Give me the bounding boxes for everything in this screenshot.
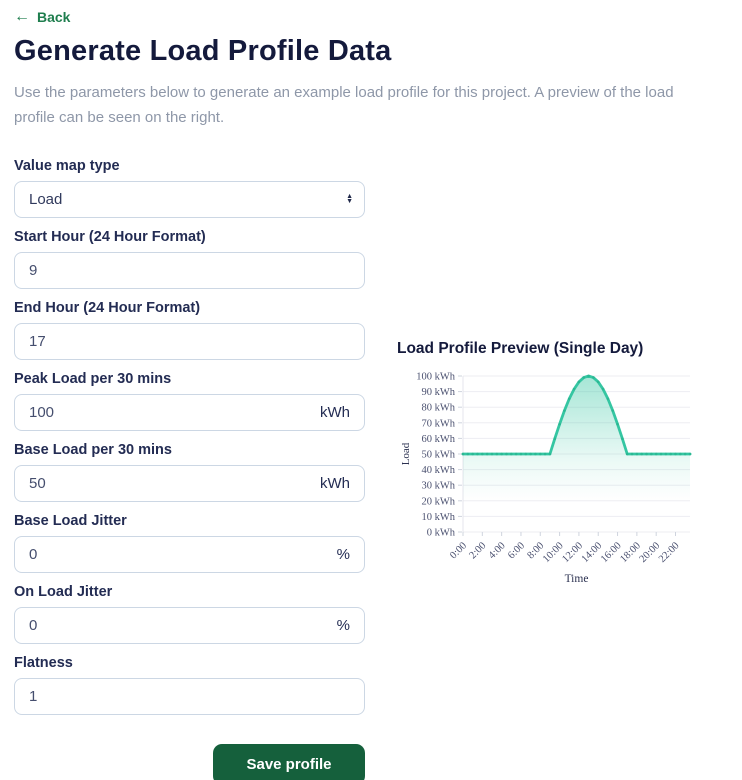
base-load-jitter-label: Base Load Jitter — [14, 512, 127, 529]
field-group-start-hour: Start Hour (24 Hour Format) — [14, 229, 365, 289]
start-hour-field — [14, 251, 365, 289]
start-hour-label: Start Hour (24 Hour Format) — [14, 228, 206, 245]
on-load-jitter-unit: % — [336, 616, 350, 634]
svg-text:80 kWh: 80 kWh — [421, 402, 455, 413]
svg-text:30 kWh: 30 kWh — [421, 480, 455, 491]
load-profile-chart: 0 kWh 10 kWh 20 kWh 30 kWh 40 kWh 50 kWh 60 kW… — [397, 363, 742, 593]
chart-title: Load Profile Preview (Single Day) — [397, 339, 644, 357]
svg-text:100 kWh: 100 kWh — [416, 371, 456, 382]
field-group-flatness: Flatness — [14, 655, 365, 715]
svg-text:2:00: 2:00 — [467, 540, 488, 561]
page-title: Generate Load Profile Data — [14, 35, 392, 67]
svg-text:20:00: 20:00 — [638, 540, 663, 565]
svg-text:Time: Time — [565, 573, 589, 585]
svg-text:20 kWh: 20 kWh — [421, 496, 455, 507]
save-profile-button[interactable]: Save profile — [213, 743, 365, 780]
base-load-jitter-unit: % — [336, 545, 350, 563]
svg-text:0 kWh: 0 kWh — [427, 527, 456, 538]
field-group-base-load-jitter: Base Load Jitter % — [14, 513, 365, 573]
base-load-field: kWh — [14, 464, 365, 502]
on-load-jitter-input[interactable] — [29, 616, 329, 634]
field-group-end-hour: End Hour (24 Hour Format) — [14, 300, 365, 360]
load-profile-chart-svg: 0 kWh 10 kWh 20 kWh 30 kWh 40 kWh 50 kWh 60 kW… — [400, 371, 692, 585]
svg-text:22:00: 22:00 — [657, 540, 682, 565]
back-arrow-icon: ← — [14, 8, 30, 25]
flatness-field — [14, 677, 365, 715]
base-load-unit: kWh — [320, 474, 350, 492]
svg-text:16:00: 16:00 — [599, 540, 624, 565]
field-group-on-load-jitter: On Load Jitter % — [14, 584, 365, 644]
svg-text:0:00: 0:00 — [448, 540, 469, 561]
base-load-input[interactable] — [29, 474, 312, 492]
value-map-type-select-wrap: Load ▲ ▼ — [14, 180, 365, 218]
flatness-label: Flatness — [14, 654, 73, 671]
flatness-input[interactable] — [29, 687, 350, 705]
end-hour-label: End Hour (24 Hour Format) — [14, 299, 201, 316]
peak-load-input[interactable] — [29, 403, 312, 421]
svg-text:12:00: 12:00 — [560, 540, 585, 565]
svg-text:70 kWh: 70 kWh — [421, 418, 455, 429]
load-profile-preview-panel: Load Profile Preview (Single Day) 0 kWh 1… — [397, 340, 742, 593]
svg-text:10 kWh: 10 kWh — [421, 511, 455, 522]
start-hour-input[interactable] — [29, 261, 350, 279]
field-group-value-map-type: Value map type Load ▲ ▼ — [14, 158, 365, 218]
page-description: Use the parameters below to generate an … — [14, 84, 674, 126]
svg-text:60 kWh: 60 kWh — [421, 433, 455, 444]
save-row: Save profile — [14, 743, 365, 780]
peak-load-field: kWh — [14, 393, 365, 431]
svg-text:10:00: 10:00 — [541, 540, 566, 565]
svg-text:50 kWh: 50 kWh — [421, 449, 455, 460]
base-load-label: Base Load per 30 mins — [14, 441, 172, 458]
end-hour-field — [14, 322, 365, 360]
back-link-label: Back — [37, 9, 71, 25]
value-map-type-label: Value map type — [14, 157, 120, 174]
peak-load-label: Peak Load per 30 mins — [14, 370, 172, 387]
base-load-jitter-field: % — [14, 535, 365, 573]
content-row: Value map type Load ▲ ▼ Start Hour (24 Ho… — [14, 158, 742, 780]
svg-text:90 kWh: 90 kWh — [421, 387, 455, 398]
svg-text:Load: Load — [400, 442, 412, 465]
back-link[interactable]: ← Back — [14, 8, 71, 26]
peak-load-unit: kWh — [320, 403, 350, 421]
generate-load-profile-form: Value map type Load ▲ ▼ Start Hour (24 Ho… — [14, 158, 365, 780]
base-load-jitter-input[interactable] — [29, 545, 329, 563]
value-map-type-select[interactable]: Load — [14, 180, 365, 218]
svg-text:4:00: 4:00 — [487, 540, 508, 561]
svg-text:14:00: 14:00 — [580, 540, 605, 565]
field-group-base-load: Base Load per 30 mins kWh — [14, 442, 365, 502]
on-load-jitter-field: % — [14, 606, 365, 644]
on-load-jitter-label: On Load Jitter — [14, 583, 113, 600]
end-hour-input[interactable] — [29, 332, 350, 350]
field-group-peak-load: Peak Load per 30 mins kWh — [14, 371, 365, 431]
svg-text:6:00: 6:00 — [506, 540, 527, 561]
svg-text:40 kWh: 40 kWh — [421, 465, 455, 476]
svg-text:18:00: 18:00 — [618, 540, 643, 565]
